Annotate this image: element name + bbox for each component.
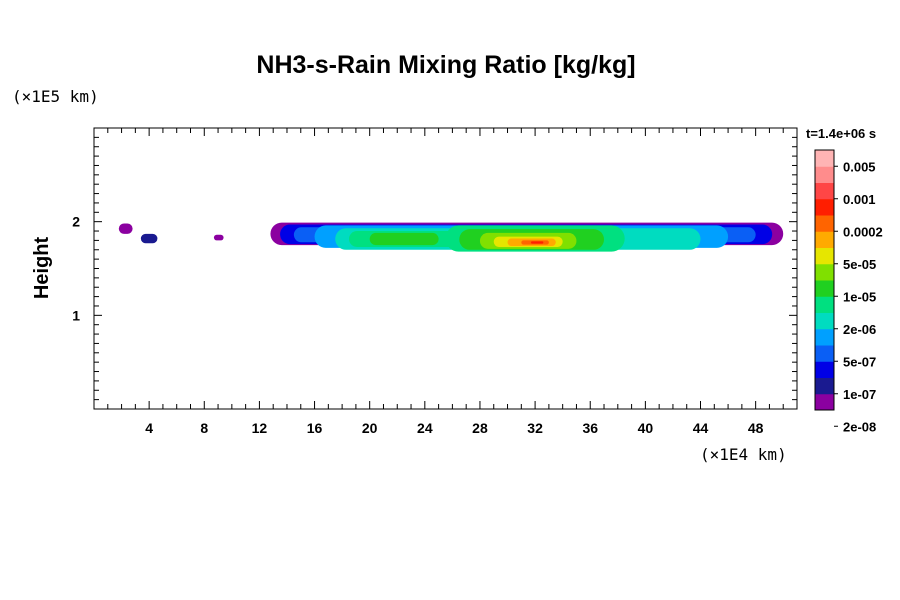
colorbar-swatch xyxy=(815,231,834,248)
colorbar-swatch xyxy=(815,393,834,411)
colorbar-swatch xyxy=(815,215,834,232)
contour-band-0 xyxy=(118,223,133,234)
x-axis: 4 8 12 16 20 24 28 32 36 40 44 48 xyxy=(107,128,784,436)
colorbar-label: 0.0002 xyxy=(843,224,883,239)
x-tick-label: 20 xyxy=(362,420,378,436)
x-tick-label: 48 xyxy=(748,420,764,436)
plot-frame xyxy=(93,127,798,410)
chart-title: NH3-s-Rain Mixing Ratio [kg/kg] xyxy=(256,51,635,79)
contour-band-16 xyxy=(530,241,544,244)
x-tick-label: 24 xyxy=(417,420,433,436)
contour-band-1 xyxy=(140,233,158,244)
colorbar-label: 1e-07 xyxy=(843,387,876,402)
y-axis-title: Height xyxy=(31,237,53,300)
colorbar-label: 0.001 xyxy=(843,192,876,207)
colorbar-swatch xyxy=(815,182,834,200)
colorbar-swatch xyxy=(815,150,834,167)
x-tick-label: 40 xyxy=(638,420,654,436)
colorbar-label: 0.005 xyxy=(843,159,876,174)
colorbar-swatch xyxy=(815,247,834,265)
x-tick-label: 32 xyxy=(527,420,543,436)
y-axis: 12 xyxy=(72,127,797,401)
colorbar: 0.005 0.001 0.0002 5e-05 1e-05 2e-06 5e-07 1e-0… xyxy=(814,149,883,434)
x-tick-label: 36 xyxy=(582,420,598,436)
contour-band-2 xyxy=(213,234,224,241)
colorbar-swatch xyxy=(815,377,834,395)
x-tick-label: 44 xyxy=(693,420,709,436)
colorbar-label: 2e-08 xyxy=(843,419,876,434)
colorbar-swatch xyxy=(815,345,834,362)
contour-field xyxy=(118,222,784,252)
x-tick-label: 4 xyxy=(145,420,153,436)
x-axis-unit: (×1E4 km) xyxy=(700,445,787,464)
x-tick-label: 28 xyxy=(472,420,488,436)
y-axis-unit: (×1E5 km) xyxy=(12,87,99,106)
y-tick-label: 2 xyxy=(72,214,80,230)
x-tick-label: 16 xyxy=(307,420,323,436)
colorbar-swatch xyxy=(815,312,834,330)
colorbar-label: 5e-07 xyxy=(843,354,876,369)
colorbar-swatch xyxy=(815,198,834,216)
colorbar-swatch xyxy=(815,328,834,346)
x-tick-label: 12 xyxy=(252,420,268,436)
colorbar-label: 5e-05 xyxy=(843,257,876,272)
x-tick-label: 8 xyxy=(200,420,208,436)
colorbar-swatch xyxy=(815,296,834,313)
colorbar-swatch xyxy=(815,166,834,183)
colorbar-swatch xyxy=(815,280,834,297)
y-tick-label: 1 xyxy=(72,307,80,323)
colorbar-label: 2e-06 xyxy=(843,322,876,337)
colorbar-frame xyxy=(814,149,835,411)
time-label: t=1.4e+06 s xyxy=(806,126,876,141)
colorbar-swatch xyxy=(815,263,834,281)
colorbar-swatch xyxy=(815,361,834,378)
colorbar-label: 1e-05 xyxy=(843,289,876,304)
contour-band-9 xyxy=(369,232,439,246)
